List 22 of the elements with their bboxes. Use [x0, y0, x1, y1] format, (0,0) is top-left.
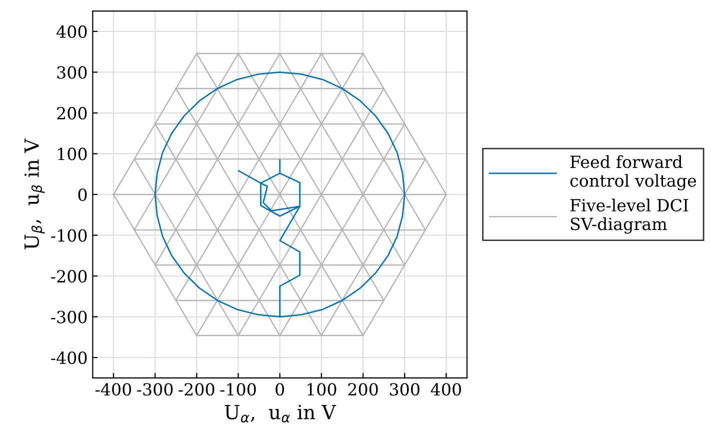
- x-tick-label: 400: [430, 383, 462, 396]
- x-axis-title: U$_{α}$, u$_{α}$ in V: [224, 404, 336, 423]
- y-tick-label: 400: [56, 25, 87, 38]
- legend-label: Five-level DCI SV-diagram: [570, 198, 688, 234]
- y-tick-label: -200: [51, 270, 87, 283]
- y-tick-label: 100: [58, 148, 87, 160]
- y-tick-label: -300: [51, 310, 87, 324]
- x-tick-label: -300: [137, 383, 173, 396]
- y-tick-label: 200: [57, 106, 87, 120]
- x-tick-label: 300: [390, 383, 420, 396]
- x-tick-label: 200: [348, 383, 378, 396]
- x-tick-label: -400: [95, 383, 132, 396]
- y-tick-label: 300: [57, 66, 87, 79]
- legend-label: Feed forward control voltage: [570, 155, 696, 190]
- x-tick-label: 0: [276, 383, 284, 396]
- y-axis-title: U$_{β}$, u$_{β}$ in V: [24, 138, 45, 250]
- x-tick-label: -100: [220, 383, 256, 396]
- x-tick-label: 100: [308, 383, 336, 396]
- y-tick-label: -400: [51, 351, 87, 364]
- y-tick-label: -100: [51, 229, 87, 242]
- y-tick-label: 0: [78, 188, 87, 202]
- x-tick-label: -200: [178, 383, 214, 396]
